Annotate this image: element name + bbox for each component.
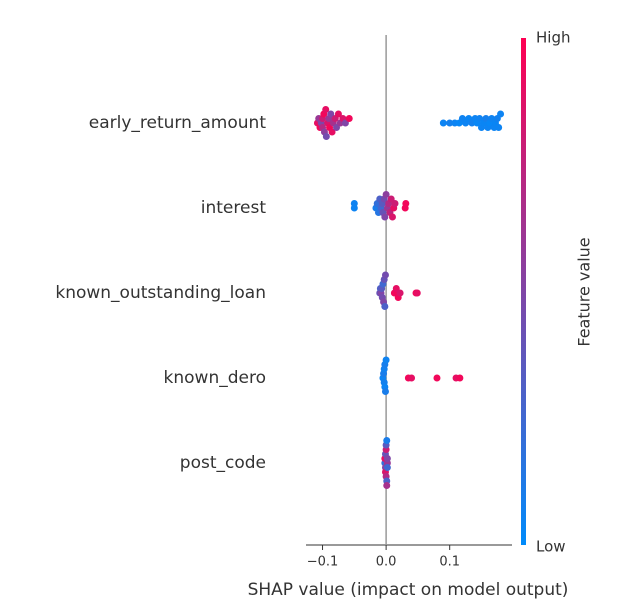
shap-point (334, 110, 342, 118)
shap-point (391, 200, 399, 207)
shap-point (383, 437, 391, 444)
shap-point (328, 128, 336, 136)
shap-point (402, 200, 410, 207)
shap-point (383, 455, 391, 462)
shap-point (383, 482, 391, 489)
shap-point (383, 464, 391, 471)
shap-point (408, 374, 416, 382)
shap-point (388, 213, 396, 221)
shap-point (381, 213, 389, 221)
feature-label: early_return_amount (89, 113, 267, 133)
feature-label: known_outstanding_loan (55, 283, 266, 303)
shap-point (495, 124, 503, 131)
shap-point (382, 356, 390, 364)
x-tick-label: −0.1 (307, 555, 339, 570)
shap-point (350, 200, 358, 207)
shap-point (381, 271, 389, 279)
x-tick-label: 0.1 (439, 555, 460, 570)
shap-point (381, 388, 389, 395)
x-tick-label: 0.0 (376, 555, 397, 570)
shap-point (381, 303, 389, 310)
feature-label: known_dero (164, 368, 266, 388)
shap-point (322, 106, 330, 113)
feature-label: interest (201, 198, 267, 218)
shap-point (396, 289, 404, 297)
x-axis-label: SHAP value (impact on model output) (248, 580, 569, 600)
colorbar-low: Low (536, 538, 566, 556)
shap-point (322, 133, 330, 140)
shap-point (446, 119, 454, 127)
shap-point (439, 119, 447, 127)
colorbar-label: Feature value (575, 237, 594, 346)
feature-label: post_code (180, 453, 266, 473)
colorbar (521, 38, 526, 545)
colorbar-high: High (536, 29, 570, 47)
shap-point (327, 110, 335, 118)
shap-point (345, 115, 353, 122)
shap-point (433, 374, 441, 382)
shap-point (497, 110, 505, 118)
shap-point (456, 374, 464, 382)
shap-point (413, 289, 421, 297)
shap-point (382, 191, 390, 198)
